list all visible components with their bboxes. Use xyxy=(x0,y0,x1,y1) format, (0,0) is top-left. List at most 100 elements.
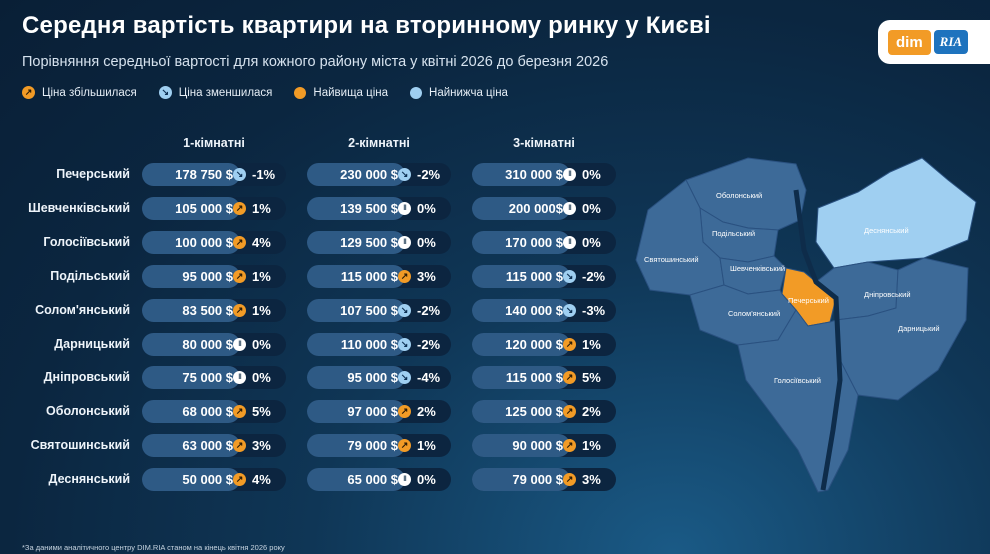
price-value: 79 000 $ xyxy=(307,434,405,458)
map-label-dniprovskyi: Дніпровський xyxy=(864,290,911,299)
arrow-up-icon: ↗ xyxy=(563,337,576,351)
price-change: 0% xyxy=(252,370,271,386)
price-cell: 310 000 $ ‖ 0% xyxy=(472,163,616,186)
price-value: 75 000 $ xyxy=(142,366,240,390)
price-cell: 107 500 $ ↘ -2% xyxy=(307,298,451,322)
price-change: 5% xyxy=(582,370,601,386)
arrow-up-icon: ↗ xyxy=(398,439,411,453)
price-value: 200 000$ xyxy=(472,196,570,220)
price-change: -3% xyxy=(582,302,606,318)
no-change-icon: ‖ xyxy=(398,235,411,249)
no-change-icon: ‖ xyxy=(233,371,246,385)
footnote: *За даними аналітичного центру DIM.RIA с… xyxy=(22,543,285,552)
price-change: 4% xyxy=(252,472,271,488)
district-label: Деснянський xyxy=(48,472,130,487)
dnipro-river xyxy=(793,189,843,491)
arrow-up-icon: ↗ xyxy=(233,439,246,453)
price-value: 310 000 $ xyxy=(472,163,570,186)
price-cell: 115 000 $ ↗ 3% xyxy=(307,264,451,288)
price-change: -4% xyxy=(417,370,441,386)
price-value: 170 000 $ xyxy=(472,230,570,254)
price-value: 83 500 $ xyxy=(142,298,240,322)
arrow-down-icon: ↘ xyxy=(233,168,246,181)
map-label-holosiivskyi: Голосіївський xyxy=(774,376,821,385)
arrow-down-icon: ↘ xyxy=(398,371,411,385)
price-cell: 170 000 $ ‖ 0% xyxy=(472,230,616,254)
price-value: 80 000 $ xyxy=(142,332,240,356)
price-change: 0% xyxy=(582,167,601,182)
price-change: 1% xyxy=(252,302,271,318)
price-cell: 90 000 $ ↗ 1% xyxy=(472,434,616,458)
price-cell: 79 000 $ ↗ 3% xyxy=(472,468,616,492)
price-cell: 115 000 $ ↘ -2% xyxy=(472,264,616,288)
price-change: 0% xyxy=(417,200,436,216)
no-change-icon: ‖ xyxy=(563,201,576,215)
dot-icon xyxy=(294,86,307,99)
logo-dim: dim xyxy=(888,29,931,55)
page-title: Середня вартість квартири на вторинному … xyxy=(22,12,711,39)
price-value: 129 500 $ xyxy=(307,230,405,254)
legend-label: Найнижча ціна xyxy=(429,86,508,99)
arrow-up-icon: ↗ xyxy=(233,269,246,283)
price-change: 0% xyxy=(252,336,271,352)
price-value: 68 000 $ xyxy=(142,400,240,424)
price-cell: 178 750 $ ↘ -1% xyxy=(142,163,286,186)
column-header: 1-кімнатні xyxy=(183,136,245,150)
price-value: 105 000 $ xyxy=(142,196,240,220)
price-cell: 68 000 $ ↗ 5% xyxy=(142,400,286,424)
arrow-up-icon: ↗ xyxy=(563,405,576,419)
page-subtitle: Порівняння середньої вартості для кожног… xyxy=(22,54,609,70)
price-value: 115 000 $ xyxy=(472,366,570,390)
price-change: 0% xyxy=(582,234,601,250)
arrow-up-icon: ↗ xyxy=(233,201,246,215)
price-cell: 139 500 $ ‖ 0% xyxy=(307,196,451,220)
map-label-shevchenkivskyi: Шевченківський xyxy=(730,264,785,273)
price-cell: 200 000$ ‖ 0% xyxy=(472,196,616,220)
no-change-icon: ‖ xyxy=(398,201,411,215)
price-cell: 65 000 $ ‖ 0% xyxy=(307,468,451,492)
arrow-down-icon: ↘ xyxy=(563,269,576,283)
legend-item-lowest: Найнижча ціна xyxy=(410,86,508,99)
price-change: 1% xyxy=(582,336,601,352)
price-change: 1% xyxy=(417,438,436,454)
price-value: 120 000 $ xyxy=(472,332,570,356)
price-cell: 95 000 $ ↗ 1% xyxy=(142,264,286,288)
map-label-solomianskyi: Солом'янський xyxy=(728,309,780,318)
price-change: 3% xyxy=(417,268,436,284)
legend-label: Ціна зменшилася xyxy=(178,86,273,99)
price-value: 110 000 $ xyxy=(307,332,405,356)
price-value: 79 000 $ xyxy=(472,468,570,492)
price-value: 115 000 $ xyxy=(307,264,405,288)
price-cell: 79 000 $ ↗ 1% xyxy=(307,434,451,458)
price-change: 0% xyxy=(417,234,436,250)
price-value: 90 000 $ xyxy=(472,434,570,458)
arrow-down-icon: ↘ xyxy=(563,303,576,317)
price-value: 97 000 $ xyxy=(307,400,405,424)
price-change: -1% xyxy=(252,167,276,182)
price-cell: 95 000 $ ↘ -4% xyxy=(307,366,451,390)
price-value: 100 000 $ xyxy=(142,230,240,254)
map-label-pecherskyi: Печерський xyxy=(788,296,829,305)
arrow-down-icon: ↘ xyxy=(398,303,411,317)
arrow-up-icon: ↗ xyxy=(233,473,246,487)
price-cell: 129 500 $ ‖ 0% xyxy=(307,230,451,254)
price-cell: 100 000 $ ↗ 4% xyxy=(142,230,286,254)
arrow-down-icon: ↘ xyxy=(398,337,411,351)
arrow-up-icon: ↗ xyxy=(233,303,246,317)
district-label: Солом'янський xyxy=(35,302,130,317)
dot-icon xyxy=(410,86,423,99)
price-cell: 120 000 $ ↗ 1% xyxy=(472,332,616,356)
price-value: 50 000 $ xyxy=(142,468,240,492)
dimria-logo[interactable]: dim RIA xyxy=(878,20,990,64)
price-cell: 115 000 $ ↗ 5% xyxy=(472,366,616,390)
price-value: 230 000 $ xyxy=(307,163,405,186)
price-value: 95 000 $ xyxy=(142,264,240,288)
map-label-sviatoshynskyi: Святошинський xyxy=(644,255,699,264)
legend-item-decrease: ↘ Ціна зменшилася xyxy=(158,86,273,99)
map-label-desnianskyi: Деснянський xyxy=(864,226,909,235)
price-value: 115 000 $ xyxy=(472,264,570,288)
arrow-up-icon: ↗ xyxy=(563,439,576,453)
price-value: 125 000 $ xyxy=(472,400,570,424)
price-cell: 110 000 $ ↘ -2% xyxy=(307,332,451,356)
arrow-up-icon: ↗ xyxy=(233,405,246,419)
